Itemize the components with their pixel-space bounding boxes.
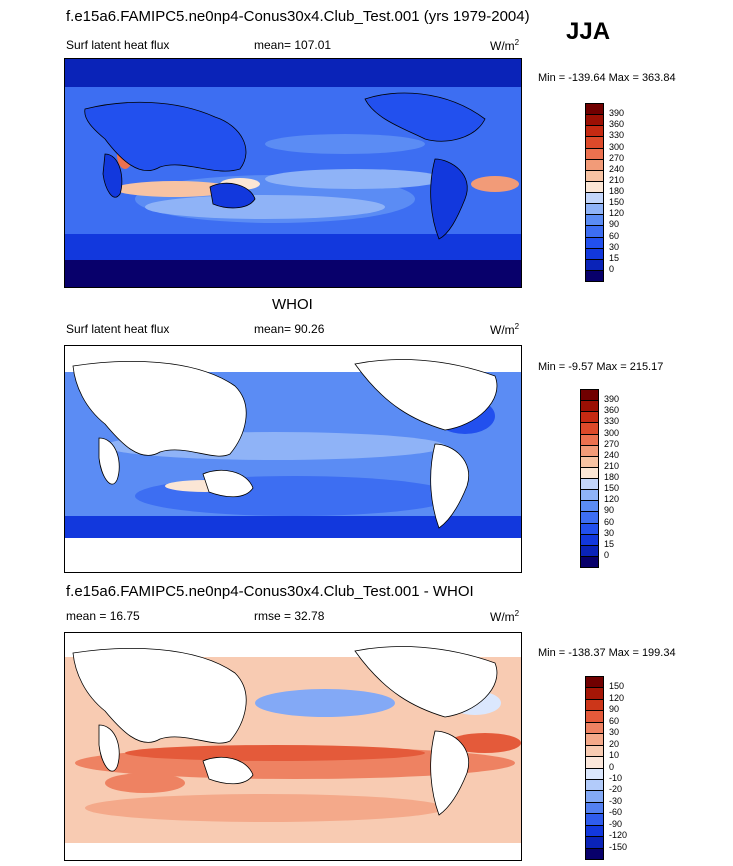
panel1-minmax: Min = -139.64 Max = 363.84 bbox=[538, 72, 676, 84]
panel1-colorbar-tick-label: 240 bbox=[609, 163, 625, 174]
panel1-colorbar-tick-label: 180 bbox=[609, 186, 625, 196]
panel3-colorbar-cell bbox=[585, 847, 604, 860]
panel2-colorbar-tick-label: 150 bbox=[604, 483, 620, 494]
panel2-whoi-map bbox=[64, 345, 522, 573]
panel1-variable-label: Surf latent heat flux bbox=[66, 38, 170, 52]
panel1-colorbar-tick-label: 0 bbox=[609, 263, 615, 274]
panel1-unit-label: W/m2 bbox=[490, 38, 520, 53]
panel2-unit-label: W/m2 bbox=[490, 322, 520, 337]
panel2-colorbar-tick-label: 330 bbox=[604, 416, 620, 427]
panel1-model-map bbox=[64, 58, 522, 288]
panel2-colorbar-tick-label: 15 bbox=[604, 538, 615, 549]
panel1-colorbar-tick-label: 15 bbox=[609, 252, 620, 263]
figure-title: f.e15a6.FAMIPC5.ne0np4-Conus30x4.Club_Te… bbox=[66, 8, 530, 25]
panel3-colorbar-tick-label: 10 bbox=[609, 750, 620, 761]
panel2-colorbar-tick-label: 240 bbox=[604, 449, 620, 460]
panel3-rmse-label: rmse = 32.78 bbox=[254, 609, 325, 623]
panel2-mean-label: mean= 90.26 bbox=[254, 322, 325, 336]
panel2-colorbar-cell bbox=[580, 555, 599, 568]
panel3-colorbar-tick-label: -90 bbox=[609, 818, 623, 829]
panel1-colorbar-tick-label: 270 bbox=[609, 152, 625, 163]
panel3-unit-label: W/m2 bbox=[490, 609, 520, 624]
panel2-colorbar-tick-label: 120 bbox=[604, 494, 620, 505]
panel3-colorbar-tick-label: -30 bbox=[609, 795, 623, 806]
panel3-colorbar-tick-label: -10 bbox=[609, 772, 623, 783]
panel1-colorbar-tick-label: 30 bbox=[609, 241, 620, 252]
panel3-colorbar-tick-label: 20 bbox=[609, 738, 620, 749]
panel1-colorbar-tick-label: 330 bbox=[609, 130, 625, 141]
panel3-colorbar-tick-label: -150 bbox=[609, 841, 628, 852]
panel1-colorbar-tick-label: 120 bbox=[609, 208, 625, 219]
panel3-colorbar-tick-label: 90 bbox=[609, 704, 620, 715]
panel3-colorbar-tick-label: -20 bbox=[609, 784, 623, 795]
panel2-colorbar-tick-label: 210 bbox=[604, 460, 620, 471]
panel3-colorbar: 150 120 90 60 30 20 10 0 -10 -20 -30 -60 -90 -120 -150 bbox=[585, 676, 645, 860]
panel2-colorbar-tick-label: 270 bbox=[604, 438, 620, 449]
panel3-colorbar-tick-label: 120 bbox=[609, 692, 625, 703]
panel3-colorbar-tick-label: 150 bbox=[609, 681, 625, 692]
panel3-minmax: Min = -138.37 Max = 199.34 bbox=[538, 647, 676, 659]
panel1-colorbar-tick-label: 210 bbox=[609, 174, 625, 185]
panel2-colorbar-tick-label: 0 bbox=[604, 549, 610, 560]
season-label: JJA bbox=[566, 18, 611, 45]
panel2-colorbar-tick-label: 300 bbox=[604, 427, 620, 438]
panel2-colorbar: 390 360 330 300 270 240 210 180 150 120 90 60 30 15 0 bbox=[580, 389, 640, 568]
panel3-colorbar-tick-label: 30 bbox=[609, 727, 620, 738]
panel1-colorbar-tick-label: 300 bbox=[609, 141, 625, 152]
panel2-colorbar-tick-label: 60 bbox=[604, 516, 615, 527]
panel2-variable-label: Surf latent heat flux bbox=[66, 322, 170, 336]
panel2-colorbar-tick-label: 30 bbox=[604, 527, 615, 538]
panel1-mean-label: mean= 107.01 bbox=[254, 38, 332, 52]
panel1-colorbar-tick-label: 360 bbox=[609, 119, 625, 130]
panel2-title: WHOI bbox=[272, 296, 313, 313]
panel1-colorbar-tick-label: 150 bbox=[609, 197, 625, 208]
panel1-colorbar-tick-label: 390 bbox=[609, 108, 625, 119]
panel3-difference-map bbox=[64, 632, 522, 861]
panel1-colorbar-cell bbox=[585, 269, 604, 282]
panel3-colorbar-tick-label: 60 bbox=[609, 715, 620, 726]
panel1-colorbar-tick-label: 60 bbox=[609, 230, 620, 241]
panel2-colorbar-tick-label: 390 bbox=[604, 394, 620, 405]
panel2-colorbar-tick-label: 180 bbox=[604, 472, 620, 482]
panel1-colorbar: 390 360 330 300 270 240 210 180 150 120 90 60 30 15 0 bbox=[585, 103, 645, 282]
panel2-minmax: Min = -9.57 Max = 215.17 bbox=[538, 361, 664, 373]
panel2-colorbar-tick-label: 90 bbox=[604, 505, 615, 516]
panel3-colorbar-tick-label: -120 bbox=[609, 830, 628, 841]
panel2-colorbar-tick-label: 360 bbox=[604, 405, 620, 416]
panel3-title: f.e15a6.FAMIPC5.ne0np4-Conus30x4.Club_Te… bbox=[66, 583, 474, 600]
panel3-mean-label: mean = 16.75 bbox=[66, 609, 140, 623]
panel3-colorbar-tick-label: -60 bbox=[609, 807, 623, 818]
panel1-colorbar-tick-label: 90 bbox=[609, 219, 620, 230]
panel3-colorbar-tick-label: 0 bbox=[609, 761, 615, 772]
